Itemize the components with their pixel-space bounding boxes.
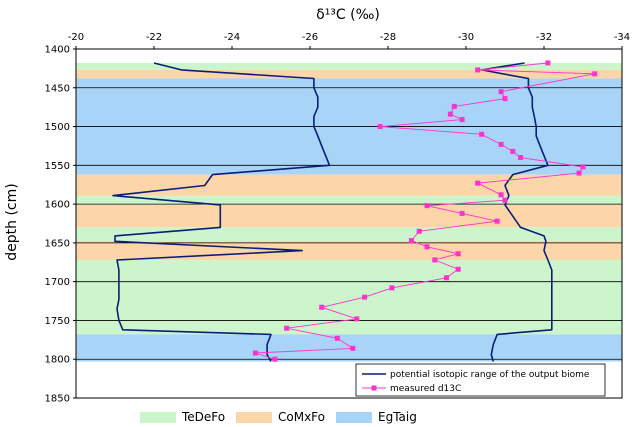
- y-tick-label: 1500: [45, 122, 70, 133]
- measured-point: [272, 356, 278, 362]
- x-axis-ticks: -20 -22 -24 -26 -28 -30 -32 -34: [68, 32, 630, 49]
- series-legend: potential isotopic range of the output b…: [355, 363, 606, 397]
- legend-measured-marker: [371, 385, 377, 391]
- measured-point: [455, 251, 461, 257]
- measured-point: [377, 124, 383, 130]
- measured-point: [424, 244, 430, 250]
- legend-range-label: potential isotopic range of the output b…: [390, 370, 590, 380]
- x-tick-label: -24: [224, 32, 240, 43]
- measured-point: [416, 228, 422, 234]
- measured-point: [424, 203, 430, 209]
- measured-point: [545, 60, 551, 66]
- y-tick-label: 1700: [45, 277, 70, 288]
- measured-point: [479, 131, 485, 137]
- measured-point: [334, 335, 340, 341]
- tedefo-label: TeDeFo: [182, 410, 226, 424]
- comxfo-label: CoMxFo: [278, 410, 325, 424]
- measured-point: [408, 238, 414, 244]
- measured-point: [389, 285, 395, 291]
- series-layer: [112, 60, 598, 362]
- x-tick-label: -28: [380, 32, 396, 43]
- measured-point: [319, 304, 325, 310]
- measured-point: [576, 170, 582, 176]
- y-axis-title: depth (cm): [4, 183, 20, 260]
- plot-frame: [75, 48, 623, 399]
- gridlines: [76, 87, 622, 360]
- measured-point: [455, 266, 461, 272]
- band-tedefo-4: [76, 195, 622, 205]
- measured-point: [354, 316, 360, 322]
- y-tick-label: 1600: [45, 200, 70, 211]
- y-tick-label: 1800: [45, 355, 70, 366]
- measured-point: [494, 218, 500, 224]
- band-tedefo-0: [76, 62, 622, 70]
- egtaig-label: EgTaig: [378, 410, 417, 424]
- band-comxfo-3: [76, 174, 622, 196]
- range-left-line: [112, 62, 331, 362]
- measured-point: [459, 117, 465, 123]
- band-tedefo-8: [76, 259, 622, 335]
- y-tick-label: 1750: [45, 316, 70, 327]
- y-tick-label: 1650: [45, 238, 70, 249]
- y-tick-label: 1450: [45, 83, 70, 94]
- measured-point: [592, 71, 598, 77]
- measured-point: [498, 192, 504, 198]
- measured-point: [252, 350, 258, 356]
- measured-point: [498, 89, 504, 95]
- y-tick-label: 1550: [45, 161, 70, 172]
- x-tick-label: -22: [146, 32, 162, 43]
- biome-legend: TeDeFo CoMxFo EgTaig: [0, 408, 636, 426]
- biome-legend-egtaig: EgTaig: [336, 408, 417, 426]
- band-egtaig-9: [76, 334, 622, 362]
- biome-legend-tedefo: TeDeFo: [140, 408, 225, 426]
- y-tick-label: 1400: [45, 45, 70, 56]
- measured-point: [502, 197, 508, 203]
- measured-point: [510, 148, 516, 154]
- measured-point: [350, 345, 356, 351]
- measured-point: [580, 164, 586, 170]
- y-tick-label: 1850: [45, 394, 70, 405]
- measured-point: [459, 210, 465, 216]
- measured-point: [475, 67, 481, 73]
- measured-point: [362, 294, 368, 300]
- measured-point: [502, 96, 508, 102]
- measured-point: [447, 111, 453, 117]
- measured-point: [444, 275, 449, 281]
- y-axis-ticks: 1400 1450 1500 1550 1600 1650 1700 1750 1800 1850: [45, 45, 76, 405]
- comxfo-swatch: [236, 411, 272, 423]
- measured-point: [432, 257, 438, 263]
- x-tick-label: -26: [302, 32, 318, 43]
- legend-box: [355, 363, 606, 397]
- x-axis-title: δ¹³C (‰): [316, 7, 380, 23]
- measured-point: [284, 325, 290, 331]
- measured-point: [518, 155, 524, 161]
- biome-legend-comxfo: CoMxFo: [236, 408, 325, 426]
- egtaig-swatch: [336, 411, 372, 423]
- band-tedefo-6: [76, 227, 622, 242]
- measured-point: [475, 180, 481, 186]
- x-tick-label: -20: [68, 32, 84, 43]
- x-tick-label: -34: [614, 32, 630, 43]
- measured-point: [498, 141, 504, 147]
- legend-measured-label: measured d13C: [390, 384, 461, 394]
- x-tick-label: -32: [536, 32, 552, 43]
- tedefo-swatch: [140, 411, 176, 423]
- band-comxfo-1: [76, 69, 622, 79]
- x-tick-label: -30: [458, 32, 474, 43]
- range-right-line: [480, 62, 553, 362]
- measured-point: [451, 103, 457, 109]
- band-comxfo-5: [76, 204, 622, 228]
